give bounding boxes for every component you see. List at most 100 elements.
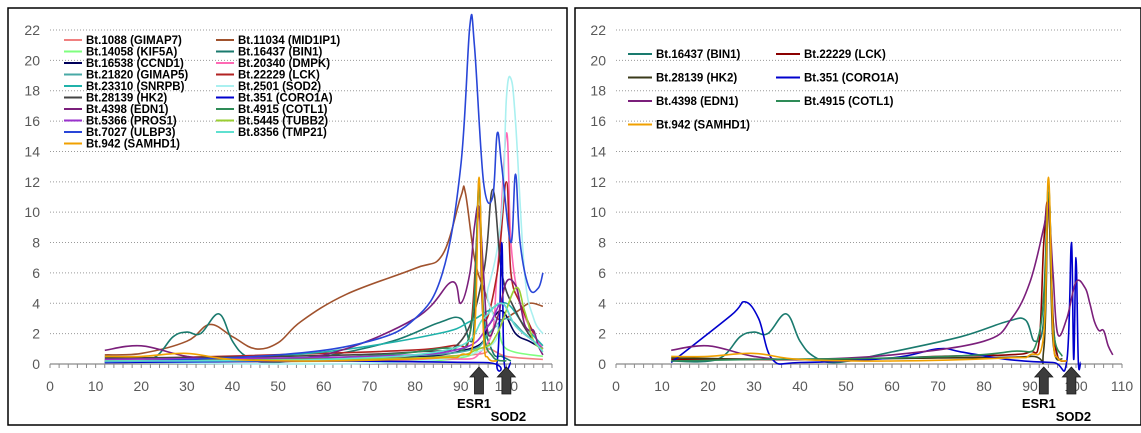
y-tick-label: 16 [590, 113, 606, 129]
legend-label: Bt.14058 (KIF5A) [86, 47, 178, 59]
x-tick-label: 70 [362, 378, 378, 394]
legend-item: Bt.16437 (BIN1) [628, 49, 741, 61]
x-tick-label: 10 [654, 378, 670, 394]
panel-frame [7, 7, 568, 426]
y-tick-label: 20 [24, 52, 40, 68]
y-tick-label: 20 [590, 52, 606, 68]
legend-item: Bt.7027 (ULBP3) [64, 127, 176, 139]
y-tick-label: 10 [24, 204, 40, 220]
y-tick-label: 0 [32, 356, 40, 372]
legend-item: Bt.21820 (GIMAP5) [64, 70, 188, 82]
legend-item: Bt.22229 (LCK) [216, 70, 320, 82]
y-tick-label: 10 [590, 204, 606, 220]
annotation-label: SOD2 [1056, 409, 1091, 424]
x-tick-label: 50 [270, 378, 286, 394]
legend-item: Bt.28139 (HK2) [64, 93, 167, 105]
legend-label: Bt.1088 (GIMAP7) [86, 35, 182, 47]
x-tick-label: 110 [541, 378, 564, 394]
legend-item: Bt.23310 (SNRPB) [64, 81, 185, 93]
x-tick-label: 0 [612, 378, 620, 394]
series-line [104, 13, 544, 364]
legend-item: Bt.942 (SAMHD1) [64, 139, 180, 151]
y-tick-label: 12 [590, 174, 606, 190]
y-tick-label: 12 [24, 174, 40, 190]
legend: Bt.16437 (BIN1) Bt.22229 (LCK) Bt.28139 (H… [628, 49, 899, 132]
legend-item: Bt.16538 (CCND1) [64, 58, 184, 70]
x-tick-label: 80 [976, 378, 992, 394]
legend-item: Bt.22229 (LCK) [776, 49, 886, 61]
x-tick-label: 10 [88, 378, 104, 394]
y-tick-label: 6 [598, 265, 606, 281]
legend-label: Bt.16437 (BIN1) [238, 47, 323, 59]
legend-label: Bt.4915 (COTL1) [238, 104, 328, 116]
legend-label: Bt.8356 (TMP21) [238, 127, 327, 139]
x-tick-label: 80 [407, 378, 423, 394]
annotation-arrow: ESR1 [457, 366, 491, 411]
legend-label: Bt.22229 (LCK) [238, 70, 320, 82]
legend-label: Bt.4398 (EDN1) [656, 96, 739, 108]
y-tick-label: 18 [590, 83, 606, 99]
y-tick-label: 8 [32, 235, 40, 251]
legend-label: Bt.20340 (DMPK) [238, 58, 330, 70]
y-tick-label: 14 [24, 143, 40, 159]
legend-item: Bt.4398 (EDN1) [64, 104, 169, 116]
legend-item: Bt.2501 (SOD2) [216, 81, 321, 93]
y-tick-label: 2 [32, 326, 40, 342]
legend-label: Bt.23310 (SNRPB) [86, 81, 185, 93]
series-line [104, 188, 544, 359]
legend-label: Bt.22229 (LCK) [804, 49, 886, 61]
x-tick-label: 90 [453, 378, 469, 394]
x-tick-label: 90 [1022, 378, 1038, 394]
y-tick-label: 22 [590, 22, 606, 38]
chart-panel-left: 0246810121416182022010203040506070809010… [7, 7, 568, 426]
legend-label: Bt.28139 (HK2) [86, 93, 167, 105]
legend-label: Bt.16538 (CCND1) [86, 58, 184, 70]
annotation-label: ESR1 [457, 396, 491, 411]
legend-item: Bt.14058 (KIF5A) [64, 47, 178, 59]
x-tick-label: 0 [46, 378, 54, 394]
x-tick-label: 40 [792, 378, 808, 394]
legend-label: Bt.5366 (PROS1) [86, 116, 177, 128]
annotation-arrow: SOD2 [491, 366, 526, 424]
x-tick-label: 40 [225, 378, 241, 394]
legend-item: Bt.8356 (TMP21) [216, 127, 327, 139]
annotation-arrow: ESR1 [1022, 366, 1056, 411]
legend-label: Bt.942 (SAMHD1) [656, 120, 750, 132]
legend-item: Bt.4398 (EDN1) [628, 96, 739, 108]
y-tick-label: 18 [24, 83, 40, 99]
legend-label: Bt.351 (CORO1A) [804, 73, 899, 85]
legend-label: Bt.4915 (COTL1) [804, 96, 894, 108]
y-tick-label: 22 [24, 22, 40, 38]
x-tick-label: 20 [700, 378, 716, 394]
annotation-label: ESR1 [1022, 396, 1056, 411]
y-tick-label: 4 [598, 295, 606, 311]
x-tick-label: 30 [746, 378, 762, 394]
y-tick-label: 8 [598, 235, 606, 251]
legend-label: Bt.11034 (MID1IP1) [238, 35, 340, 47]
series-line [104, 176, 498, 362]
legend-item: Bt.28139 (HK2) [628, 73, 737, 85]
x-tick-label: 60 [316, 378, 332, 394]
x-tick-label: 30 [179, 378, 195, 394]
legend-item: Bt.351 (CORO1A) [216, 93, 333, 105]
x-tick-label: 20 [133, 378, 149, 394]
chart-panel-right: 0246810121416182022010203040506070809010… [574, 7, 1141, 426]
x-tick-label: 60 [884, 378, 900, 394]
legend-item: Bt.4915 (COTL1) [216, 104, 328, 116]
y-tick-label: 2 [598, 326, 606, 342]
legend-item: Bt.16437 (BIN1) [216, 47, 323, 59]
panel-frame [574, 7, 1141, 426]
legend-item: Bt.11034 (MID1IP1) [216, 35, 340, 47]
y-tick-label: 4 [32, 295, 40, 311]
x-tick-label: 110 [1111, 378, 1134, 394]
x-tick-label: 70 [930, 378, 946, 394]
legend-item: Bt.20340 (DMPK) [216, 58, 330, 70]
legend-label: Bt.21820 (GIMAP5) [86, 70, 188, 82]
legend-label: Bt.7027 (ULBP3) [86, 127, 176, 139]
legend-item: Bt.351 (CORO1A) [776, 73, 899, 85]
legend-label: Bt.5445 (TUBB2) [238, 116, 328, 128]
legend-item: Bt.4915 (COTL1) [776, 96, 894, 108]
legend-item: Bt.942 (SAMHD1) [628, 120, 750, 132]
legend-label: Bt.351 (CORO1A) [238, 93, 333, 105]
